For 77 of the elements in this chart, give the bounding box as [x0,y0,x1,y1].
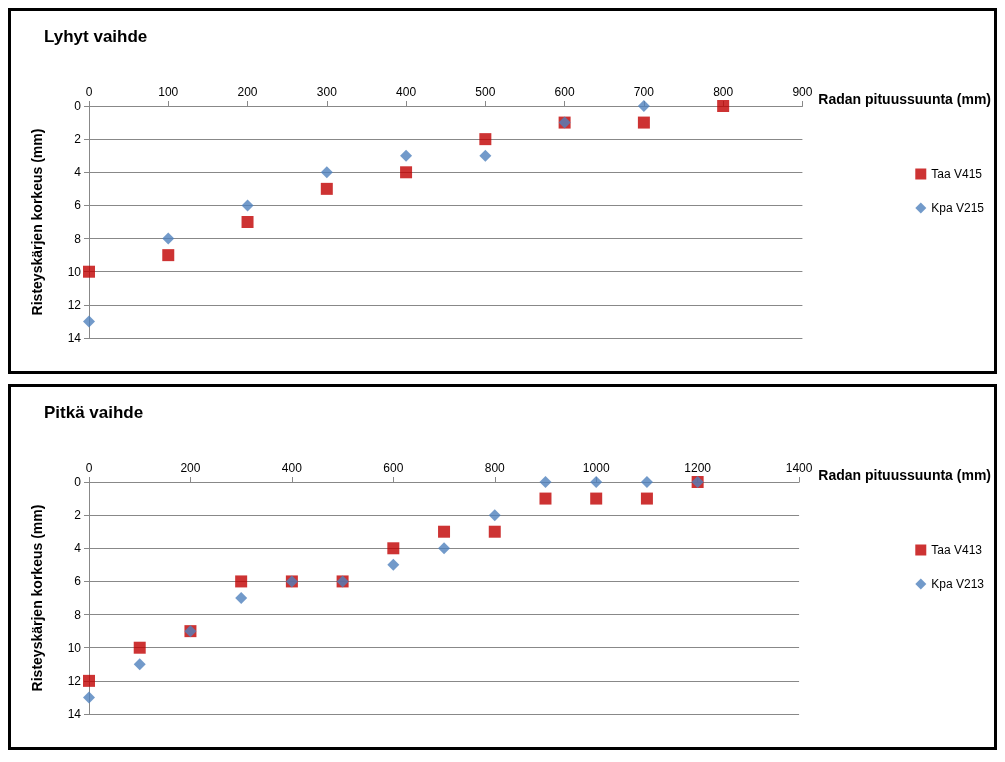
point [590,476,603,488]
chart-title: Lyhyt vaihde [44,27,148,46]
y-tick-label: 2 [74,508,82,523]
x-tick-label: 300 [316,85,338,99]
x-tick-label: 500 [475,85,496,99]
x-tick-label: 700 [633,85,655,99]
point [83,674,95,687]
point [539,476,552,488]
point [241,216,254,228]
x-tick-label: 400 [281,461,303,475]
point [640,492,653,505]
point [235,575,248,588]
point [488,525,501,538]
x-axis-title: Radan pituussuunta (mm) [818,91,991,107]
y-tick-label: 0 [74,99,82,113]
point [387,542,400,555]
legend-label: Taa V415 [931,167,983,181]
x-axis-title: Radan pituussuunta (mm) [818,467,991,483]
point [83,691,95,704]
x-tick-label: 800 [484,461,506,475]
x-tick-label: 1200 [684,461,712,475]
x-tick-label: 400 [396,85,417,99]
point [83,265,95,278]
y-tick-label: 12 [67,297,82,312]
point [83,315,95,328]
point [400,149,413,162]
y-tick-label: 14 [67,331,82,345]
y-tick-label: 4 [74,165,82,180]
y-tick-label: 14 [67,707,82,721]
y-tick-label: 8 [74,607,82,622]
y-tick-label: 6 [74,198,82,213]
point [241,199,254,212]
point [479,149,492,162]
x-tick-label: 100 [158,85,179,99]
point [235,592,248,604]
point [133,658,146,671]
y-tick-label: 10 [67,640,82,655]
point [162,249,175,262]
y-tick-label: 0 [74,475,82,489]
point [637,100,650,112]
x-tick-label: 200 [180,461,201,475]
legend-label: Kpa V215 [931,201,985,215]
x-tick-label: 1000 [582,461,610,475]
point [387,558,400,571]
y-tick-label: 4 [74,541,82,556]
x-tick-label: 1400 [785,461,813,475]
point [438,525,451,538]
point [162,232,175,245]
point [590,492,603,505]
point [640,476,653,488]
point [479,133,492,146]
point [438,542,451,555]
point [133,641,146,654]
y-axis-title: Risteyskärjen korkeus (mm) [29,504,45,692]
y-tick-label: 10 [67,264,82,279]
x-tick-label: 900 [792,85,813,99]
x-tick-label: 600 [383,461,404,475]
point [539,492,552,505]
x-tick-label: 200 [237,85,258,99]
y-tick-label: 6 [74,574,82,589]
x-tick-label: 600 [554,85,575,99]
y-axis-title: Risteyskärjen korkeus (mm) [29,128,45,316]
point [400,166,413,179]
y-tick-label: 8 [74,231,82,246]
legend-label: Kpa V213 [931,577,985,591]
point [320,182,333,195]
x-tick-label: 0 [85,85,93,99]
y-tick-label: 12 [67,673,82,688]
point [488,509,501,522]
point [717,100,730,112]
x-tick-label: 0 [85,461,93,475]
legend-label: Taa V413 [931,543,983,557]
y-tick-label: 2 [74,132,82,147]
chart-title: Pitkä vaihde [44,403,144,422]
x-tick-label: 800 [713,85,734,99]
point [637,116,650,129]
point [320,166,333,179]
